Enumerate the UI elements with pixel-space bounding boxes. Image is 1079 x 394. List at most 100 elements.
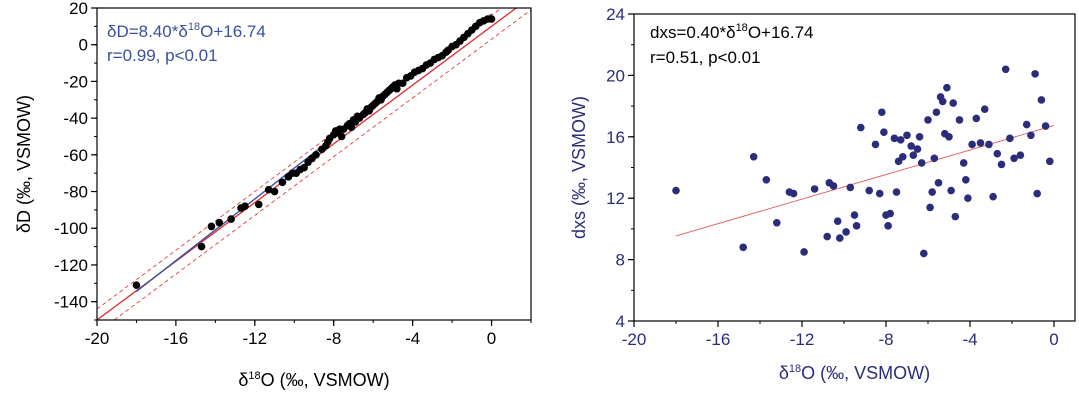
data-point: [878, 108, 886, 117]
x-tick-label: -16: [706, 330, 731, 349]
data-point: [993, 149, 1002, 158]
left-points: [132, 15, 496, 289]
data-point: [762, 175, 771, 184]
x-tick-label: -4: [405, 329, 420, 348]
confidence-band-line: [114, 9, 532, 321]
data-point: [903, 131, 911, 140]
data-point: [810, 185, 819, 193]
y-tick-label: 12: [606, 189, 625, 208]
data-point: [932, 108, 941, 117]
data-point: [997, 160, 1006, 169]
data-point: [892, 188, 901, 196]
left-y-axis-label: δD (‰, VSMOW): [14, 95, 34, 233]
data-point: [833, 217, 842, 226]
data-point: [1031, 70, 1039, 78]
data-point: [945, 133, 953, 141]
data-point: [254, 200, 263, 209]
data-point: [264, 185, 273, 194]
data-point: [227, 215, 235, 223]
data-point: [1022, 120, 1031, 129]
data-point: [749, 152, 758, 161]
data-point: [1001, 65, 1010, 74]
y-tick-label: 20: [69, 0, 88, 18]
data-point: [926, 203, 934, 212]
data-point: [899, 152, 907, 161]
x-tick-label: 0: [1049, 330, 1058, 349]
data-point: [300, 163, 308, 172]
data-point: [739, 243, 747, 252]
left-plot-frame: [96, 7, 532, 321]
right-x-ticks: -20 -16 -12 -8 -4 0: [622, 321, 1059, 349]
x-tick-label: -12: [243, 329, 268, 348]
y-tick-label: 16: [606, 128, 625, 147]
data-point: [829, 182, 838, 190]
left-x-axis-label: δ18O (‰, VSMOW): [238, 370, 389, 390]
data-point: [964, 194, 972, 202]
data-point: [934, 179, 943, 187]
data-point: [947, 186, 955, 195]
data-point: [915, 133, 924, 141]
data-point: [773, 218, 781, 227]
right-y-ticks: 24 20 16 12 8 4: [606, 5, 634, 331]
data-point: [278, 178, 287, 187]
data-point: [913, 145, 922, 153]
data-point: [951, 212, 960, 221]
data-point: [976, 139, 985, 147]
left-x-ticks: -20 -16 -12 -8 -4 0: [85, 320, 532, 348]
data-point: [968, 140, 976, 149]
data-point: [1033, 189, 1041, 198]
y-tick-label: 20: [606, 66, 625, 85]
data-point: [959, 159, 968, 167]
data-point: [1041, 122, 1050, 130]
data-point: [215, 218, 224, 227]
data-point: [972, 114, 981, 123]
data-point: [985, 140, 993, 149]
chart-left: -20 -16 -12 -8 -4 0 200-20-40-60-80-100-120-1…: [14, 0, 532, 390]
data-point: [909, 151, 918, 160]
right-stats: r=0.51, p<0.01: [650, 48, 761, 67]
data-point: [132, 281, 141, 289]
data-point: [989, 192, 997, 201]
y-tick-label: -120: [54, 256, 88, 275]
left-stats: r=0.99, p<0.01: [107, 46, 218, 65]
y-tick-label: -100: [54, 219, 88, 238]
right-x-axis-label: δ18O (‰, VSMOW): [779, 363, 930, 383]
data-point: [962, 175, 970, 184]
data-point: [197, 242, 206, 251]
data-point: [207, 222, 216, 231]
data-point: [337, 132, 346, 141]
data-point: [907, 142, 915, 150]
y-tick-label: 4: [616, 312, 625, 331]
data-point: [800, 248, 808, 256]
data-point: [312, 151, 320, 159]
data-point: [1046, 157, 1054, 166]
data-point: [347, 123, 356, 132]
data-point: [980, 105, 989, 113]
y-tick-label: -80: [63, 183, 88, 202]
data-point: [955, 116, 964, 124]
data-point: [852, 222, 861, 230]
x-tick-label: -16: [164, 329, 189, 348]
right-lines: [675, 125, 1055, 237]
data-point: [842, 228, 850, 236]
x-tick-label: -4: [962, 330, 977, 349]
data-point: [1037, 96, 1046, 104]
data-point: [896, 136, 905, 144]
data-point: [1027, 131, 1035, 140]
data-point: [886, 209, 894, 218]
y-tick-label: -40: [63, 109, 88, 128]
data-point: [928, 188, 936, 196]
data-point: [938, 97, 947, 106]
data-point: [836, 234, 844, 242]
y-tick-label: -60: [63, 146, 88, 165]
data-point: [241, 202, 249, 211]
data-point: [924, 116, 932, 124]
data-point: [850, 211, 859, 219]
right-equation: dxs=0.40*δ18O+16.74: [650, 22, 814, 42]
data-point: [1010, 154, 1018, 163]
regression-line: [675, 125, 1055, 237]
data-point: [917, 159, 926, 167]
x-tick-label: -20: [85, 329, 110, 348]
data-point: [398, 79, 407, 88]
y-tick-label: 24: [606, 5, 625, 24]
